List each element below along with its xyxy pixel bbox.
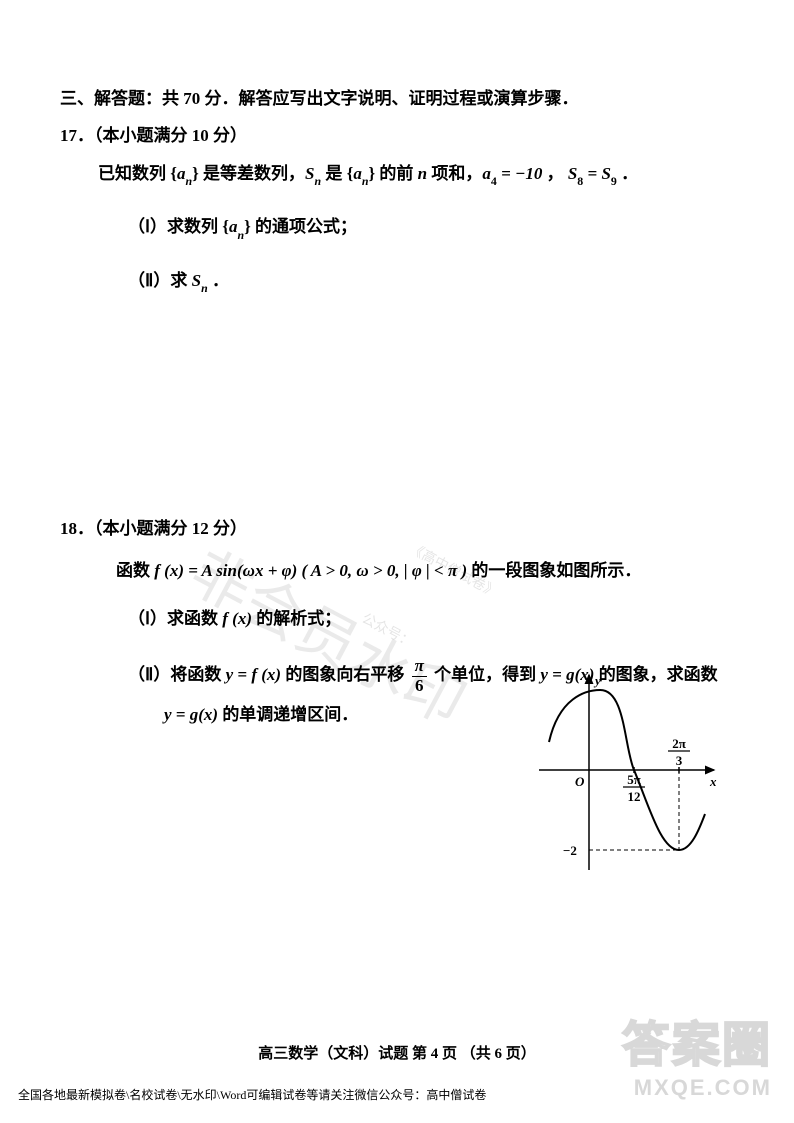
txt: 已知数列 { [98, 164, 177, 183]
n: n [315, 174, 322, 188]
txt: 高三数学（文科）试题 第 [258, 1046, 431, 1062]
sub9: 9 [611, 174, 617, 188]
q17-label: 17． [60, 126, 94, 145]
txt: 页） [502, 1046, 536, 1062]
total: 6 [495, 1046, 503, 1062]
txt: 是 { [321, 164, 353, 183]
txt: ． [208, 271, 229, 290]
corner-watermark: 答案圈 [622, 1005, 772, 1075]
q17-part1: （Ⅰ）求数列 {an} 的通项公式； [128, 208, 734, 246]
a4: a [482, 164, 491, 183]
txt: 的图象向右平移 [281, 665, 409, 684]
txt: （Ⅱ）将函数 [128, 665, 226, 684]
S: S [192, 271, 201, 290]
ygx: y = g(x) [164, 705, 218, 724]
txt: 函数 [116, 561, 154, 580]
yfx: y = f (x) [226, 665, 281, 684]
txt: } 的前 [368, 164, 417, 183]
txt: （Ⅰ）求数列 { [128, 217, 229, 236]
svg-text:12: 12 [628, 789, 641, 804]
q18-part1: （Ⅰ）求函数 f (x) 的解析式； [128, 600, 734, 637]
txt: 项和， [427, 164, 482, 183]
n: n [237, 228, 244, 242]
q17-stem: 已知数列 {an} 是等差数列，Sn 是 {an} 的前 n 项和，a4 = −… [98, 155, 734, 193]
fx: f (x) = A sin(ωx + φ) [154, 561, 297, 580]
den: 6 [412, 677, 427, 696]
txt: 的解析式； [252, 609, 341, 628]
mxqe-watermark: MXQE.COM [634, 1075, 772, 1101]
txt: } 是等差数列， [192, 164, 305, 183]
txt: 页 （共 [438, 1046, 494, 1062]
n: n [201, 281, 208, 295]
svg-text:y: y [593, 673, 601, 688]
n: n [362, 174, 369, 188]
txt: （Ⅱ）求 [128, 271, 192, 290]
txt: 的一段图象如图所示． [467, 561, 641, 580]
txt: } 的通项公式； [244, 217, 357, 236]
num: π [412, 657, 427, 677]
page: 三、解答题：共 70 分．解答应写出文字说明、证明过程或演算步骤． 17．（本小… [0, 0, 794, 1123]
sub8: 8 [577, 174, 583, 188]
cond: ( A > 0, ω > 0, | φ | < π ) [297, 561, 467, 580]
q18-header: 18．（本小题满分 12 分） [60, 510, 734, 547]
svg-text:2π: 2π [672, 736, 686, 751]
txt: 的单调递增区间． [218, 705, 358, 724]
S8: S [568, 164, 577, 183]
sub4: 4 [491, 174, 497, 188]
a: a [353, 164, 362, 183]
sine-graph: Ox y −2 5π 12 2π 3 [539, 670, 719, 880]
q18-stem: 函数 f (x) = A sin(ωx + φ) ( A > 0, ω > 0,… [116, 557, 734, 584]
svg-text:3: 3 [676, 753, 683, 768]
n: n [418, 164, 427, 183]
S: S [305, 164, 314, 183]
S9: S [601, 164, 610, 183]
fx: f (x) [222, 609, 252, 628]
txt: （Ⅰ）求函数 [128, 609, 222, 628]
comma: ， [542, 164, 568, 183]
q17-points: （本小题满分 10 分） [94, 126, 247, 145]
eq: = [583, 164, 601, 183]
svg-text:O: O [575, 774, 585, 789]
section-heading: 三、解答题：共 70 分．解答应写出文字说明、证明过程或演算步骤． [60, 80, 734, 117]
footer-note: 全国各地最新模拟卷\名校试卷\无水印\Word可编辑试卷等请关注微信公众号：高中… [18, 1086, 486, 1103]
n: n [185, 174, 192, 188]
page-footer: 高三数学（文科）试题 第 4 页 （共 6 页） [0, 1042, 794, 1063]
eq: = −10 [497, 164, 543, 183]
q17-part2: （Ⅱ）求 Sn ． [128, 262, 734, 300]
q18-label: 18． [60, 519, 94, 538]
svg-text:5π: 5π [627, 772, 641, 787]
period: ． [617, 164, 638, 183]
svg-text:x: x [709, 774, 717, 789]
q18-points: （本小题满分 12 分） [94, 519, 247, 538]
txt: 个单位，得到 [430, 665, 541, 684]
q17-header: 17．（本小题满分 10 分） [60, 117, 734, 154]
svg-text:−2: −2 [563, 843, 577, 858]
frac-pi6: π6 [412, 657, 427, 695]
graph-svg: Ox y −2 5π 12 2π 3 [539, 670, 719, 880]
